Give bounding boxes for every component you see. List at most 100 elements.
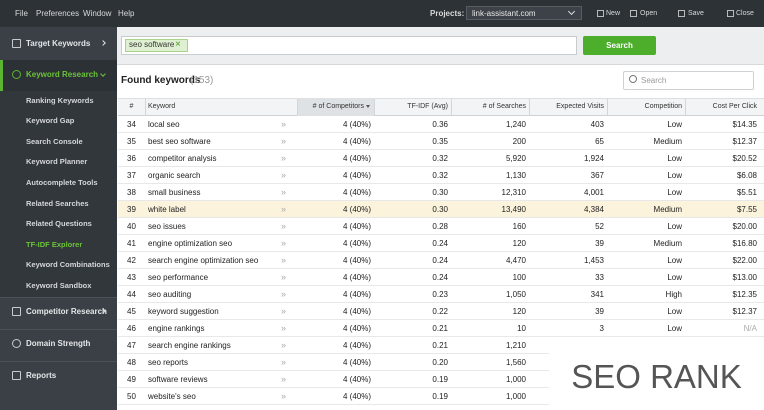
menu-item[interactable]: Help <box>118 9 135 18</box>
row-expand-arrows[interactable]: » <box>281 272 287 282</box>
row-expand-arrows[interactable]: » <box>281 221 287 231</box>
row-expand-arrows[interactable]: » <box>281 255 287 265</box>
row-expand-arrows[interactable]: » <box>281 323 287 333</box>
sidebar-section[interactable]: Target Keywords <box>26 39 91 48</box>
menu-item[interactable]: File <box>15 9 28 18</box>
sort-caret <box>366 105 370 108</box>
sidebar-subitem[interactable]: Search Console <box>26 137 83 146</box>
sidebar-subitem[interactable]: Keyword Combinations <box>26 260 110 269</box>
row-expand-arrows[interactable]: » <box>281 289 287 299</box>
sidebar-subitem[interactable]: Autocomplete Tools <box>26 178 98 187</box>
column-header[interactable]: # of Competitors <box>312 103 364 110</box>
row-expand-arrows[interactable]: » <box>281 357 287 367</box>
toolbar-button[interactable]: Close <box>736 10 754 17</box>
row-expand-arrows[interactable]: » <box>281 204 287 214</box>
toolbar-button[interactable]: Save <box>688 10 704 17</box>
row-expand-arrows[interactable]: » <box>281 391 287 401</box>
table-row[interactable] <box>118 286 764 303</box>
table-row[interactable] <box>118 201 764 218</box>
table-row[interactable] <box>118 320 764 337</box>
table-cell: 0.19 <box>432 375 448 384</box>
table-cell: N/A <box>743 324 757 333</box>
table-cell: keyword suggestion <box>148 307 219 316</box>
project-dropdown[interactable] <box>466 6 582 20</box>
row-expand-arrows[interactable]: » <box>281 340 287 350</box>
sidebar-subitem[interactable]: Keyword Planner <box>26 157 88 166</box>
column-divider <box>451 99 452 115</box>
search-tag: seo software <box>129 40 175 49</box>
table-row[interactable] <box>118 235 764 252</box>
table-row[interactable] <box>118 150 764 167</box>
project-name[interactable]: link-assistant.com <box>472 9 536 18</box>
row-expand-arrows[interactable]: » <box>281 119 287 129</box>
table-row[interactable] <box>118 252 764 269</box>
sidebar-icon <box>12 70 21 79</box>
tag-remove-icon[interactable]: × <box>175 39 181 50</box>
results-search-placeholder[interactable]: Search <box>641 76 667 85</box>
search-input <box>121 36 577 55</box>
column-header[interactable]: Keyword <box>148 103 176 110</box>
toolbar-button[interactable]: New <box>606 10 621 17</box>
sidebar-subitem[interactable]: Keyword Sandbox <box>26 281 92 290</box>
table-row[interactable] <box>118 371 764 388</box>
table-cell: 0.23 <box>432 290 448 299</box>
search-tag-chip <box>125 39 188 52</box>
table-row[interactable] <box>118 184 764 201</box>
table-cell: 5,920 <box>505 154 526 163</box>
table-cell: 1,560 <box>505 358 526 367</box>
row-expand-arrows[interactable]: » <box>281 187 287 197</box>
table-row[interactable] <box>118 388 764 405</box>
sidebar-subitem[interactable]: Ranking Keywords <box>26 96 94 105</box>
sidebar-subitem[interactable]: Related Searches <box>26 199 89 208</box>
sidebar-subitem[interactable]: Keyword Gap <box>26 116 75 125</box>
table-cell: 0.24 <box>432 273 448 282</box>
watermark-text: SEO RANK <box>571 358 742 395</box>
row-expand-arrows[interactable]: » <box>281 170 287 180</box>
table-row[interactable] <box>118 269 764 286</box>
column-header[interactable]: # of Searches <box>482 103 526 110</box>
sidebar-section[interactable]: Reports <box>26 371 57 380</box>
row-expand-arrows[interactable]: » <box>281 238 287 248</box>
table-cell: 403 <box>590 120 604 129</box>
column-header[interactable]: Cost Per Click <box>712 103 757 110</box>
table-cell: 4 (40%) <box>342 375 371 384</box>
table-row[interactable] <box>118 167 764 184</box>
table-row[interactable] <box>118 337 764 354</box>
toolbar-button[interactable]: Open <box>640 10 658 17</box>
row-expand-arrows[interactable]: » <box>281 374 287 384</box>
table-cell: $22.00 <box>732 256 757 265</box>
column-header[interactable]: Competition <box>644 103 682 110</box>
row-expand-arrows[interactable]: » <box>281 136 287 146</box>
sidebar-section[interactable]: Domain Strength <box>26 339 91 348</box>
column-header[interactable]: TF-IDF (Avg) <box>407 103 448 110</box>
sidebar-section[interactable]: Competitor Research <box>26 307 107 316</box>
sidebar-subitem[interactable]: TF-IDF Explorer <box>26 240 83 249</box>
column-header[interactable]: # <box>129 103 134 110</box>
row-expand-arrows[interactable]: » <box>281 306 287 316</box>
search-button-label[interactable]: Search <box>606 41 633 50</box>
row-expand-arrows[interactable]: » <box>281 153 287 163</box>
table-cell: Medium <box>653 137 682 146</box>
sidebar-section[interactable]: Keyword Research <box>26 70 99 79</box>
column-header[interactable]: Expected Visits <box>556 103 604 110</box>
menu-item[interactable]: Preferences <box>36 9 80 18</box>
table-cell: 120 <box>512 239 526 248</box>
search-button[interactable] <box>583 36 656 55</box>
table-row[interactable] <box>118 354 764 371</box>
table-cell: 1,000 <box>505 392 526 401</box>
table-cell: 4 (40%) <box>342 222 371 231</box>
table-row[interactable] <box>118 116 764 133</box>
results-search-box[interactable] <box>623 71 754 90</box>
table-cell: software reviews <box>148 375 208 384</box>
menu-item[interactable]: Window <box>83 9 112 18</box>
table-row[interactable] <box>118 303 764 320</box>
table-cell: 38 <box>127 188 136 197</box>
table-cell: $14.35 <box>732 120 757 129</box>
column-divider <box>374 99 375 115</box>
table-cell: 4 (40%) <box>342 154 371 163</box>
table-cell: 1,453 <box>583 256 604 265</box>
table-row[interactable] <box>118 218 764 235</box>
sidebar-subitem[interactable]: Related Questions <box>26 219 92 228</box>
table-row[interactable] <box>118 133 764 150</box>
